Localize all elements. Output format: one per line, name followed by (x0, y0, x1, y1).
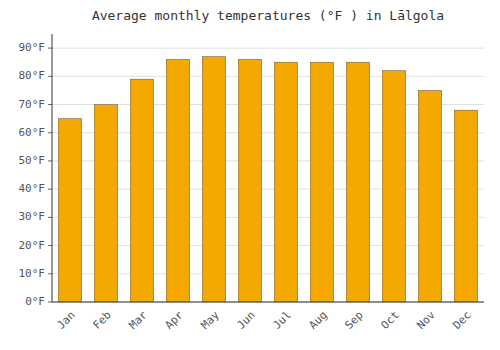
x-tick-label: Sep (343, 309, 366, 332)
bar (202, 57, 225, 302)
y-tick (48, 302, 52, 303)
y-tick (48, 189, 52, 190)
y-tick-label: 0°F (25, 295, 45, 308)
y-tick (48, 160, 52, 161)
y-tick (48, 245, 52, 246)
y-tick (48, 104, 52, 105)
y-tick-label: 80°F (19, 69, 46, 82)
bar (238, 59, 261, 302)
bar (130, 79, 153, 302)
bar (166, 59, 189, 302)
y-tick (48, 217, 52, 218)
x-tick-label: Apr (163, 308, 187, 332)
y-tick (48, 273, 52, 274)
y-tick (48, 132, 52, 133)
grid-line (52, 302, 484, 303)
x-tick-label: May (199, 308, 223, 332)
x-tick-label: Nov (415, 308, 439, 332)
x-tick-label: Feb (91, 309, 114, 332)
grid-line (52, 76, 484, 77)
x-tick-label: Jan (55, 309, 78, 332)
bar (274, 62, 297, 302)
y-tick-label: 50°F (19, 154, 46, 167)
bar (94, 105, 117, 302)
y-tick-label: 20°F (19, 239, 46, 252)
bar (418, 90, 441, 302)
y-tick-label: 90°F (19, 41, 46, 54)
bar (310, 62, 333, 302)
x-axis-line (52, 302, 484, 303)
y-tick-label: 10°F (19, 267, 46, 280)
y-tick (48, 48, 52, 49)
chart-svg: 0°F 10°F 20°F 30°F 40°F 50°F 60°F 70°F 80°F 90°F J… (0, 0, 500, 350)
grid (52, 48, 484, 302)
axes (52, 34, 484, 302)
x-tick-label: Aug (307, 309, 330, 332)
chart-title: Average monthly temperatures (°F ) in Lā… (92, 8, 444, 23)
y-tick-label: 30°F (19, 210, 46, 223)
y-tick-label: 70°F (19, 98, 46, 111)
x-tick-label: Dec (451, 309, 474, 332)
bars (58, 57, 477, 302)
bar (58, 119, 81, 302)
x-tick-label: Oct (379, 309, 402, 332)
x-axis-ticks: Jan Feb Mar Apr May Jun Jul Aug Sep Oct Nov Dec (55, 308, 474, 332)
bar (382, 71, 405, 302)
y-tick-label: 60°F (19, 126, 46, 139)
x-tick-label: Mar (127, 308, 151, 332)
y-tick-label: 40°F (19, 182, 46, 195)
chart-container: 0°F 10°F 20°F 30°F 40°F 50°F 60°F 70°F 80°F 90°F J… (0, 0, 500, 350)
grid-line (52, 48, 484, 49)
y-tick (48, 76, 52, 77)
y-axis-ticks: 0°F 10°F 20°F 30°F 40°F 50°F 60°F 70°F 80°F 90°F (19, 41, 53, 308)
bar (454, 110, 477, 302)
y-axis-line (52, 34, 53, 302)
x-tick-label: Jun (235, 309, 258, 332)
bar (346, 62, 369, 302)
x-tick-label: Jul (271, 309, 294, 332)
